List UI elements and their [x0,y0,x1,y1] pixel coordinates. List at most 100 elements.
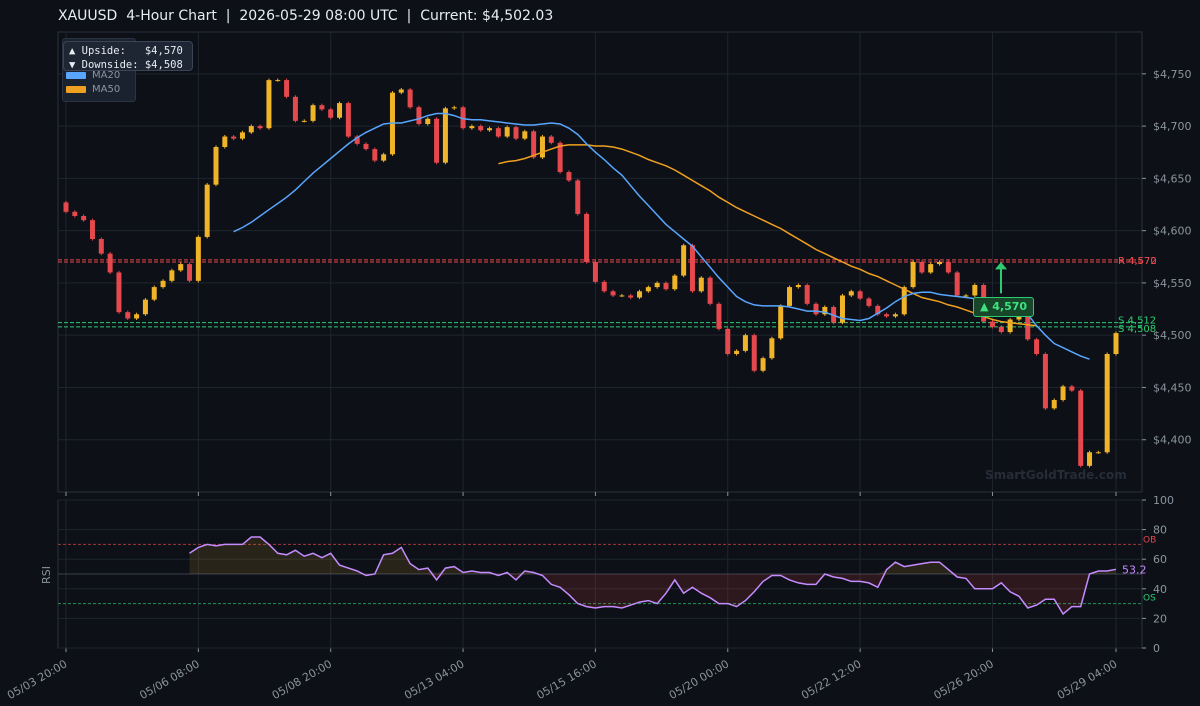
candle-body [72,211,78,216]
candle-body [601,281,607,292]
candle-body [1113,333,1119,354]
price-y-tick-label: $4,750 [1153,68,1192,81]
candle-body [963,295,969,297]
candle-body [451,107,457,109]
candle-body [442,108,448,163]
candle-body [742,335,748,351]
candle-body [231,136,237,139]
ma50-legend-label: MA50 [92,84,121,95]
x-tick-label: 05/06 08:00 [137,657,201,702]
resistance-label: R 4,572 [1118,256,1157,267]
candle-body [487,128,493,131]
rsi-y-tick-label: 100 [1153,494,1174,507]
support-label: S 4,508 [1118,324,1156,335]
candle-body [892,314,898,317]
candle-body [1042,354,1048,409]
candle-body [319,105,325,110]
candle-body [469,126,475,129]
candle-body [619,295,625,297]
x-tick-label: 05/29 04:00 [1055,657,1119,702]
downside-text: ▼ Downside: $4,508 [69,59,183,71]
candle-body [972,285,978,296]
candle-body [734,350,740,354]
target-badge: ▲ 4,570 [973,297,1035,317]
candle-body [645,287,651,292]
ma50-swatch [66,85,86,93]
candle-body [839,295,845,323]
x-tick-label: 05/13 04:00 [402,657,466,702]
candle-body [98,239,104,254]
candle-body [354,136,360,144]
candle-body [187,264,193,281]
candle-body [398,89,404,93]
rsi-ob-label: OB [1143,535,1156,545]
rsi-fill-above [189,537,1116,574]
candle-body [884,314,890,317]
candle-body [63,202,69,212]
candle-body [407,89,413,108]
candle-body [557,142,563,173]
candle-body [857,291,863,299]
candle-body [804,285,810,304]
candle-body [945,262,951,273]
candle-body [151,287,157,300]
candle-body [637,291,643,298]
candle-body [592,262,598,282]
candle-body [584,213,590,262]
candle-body [504,127,510,137]
candle-body [495,128,501,137]
candle-body [1051,400,1057,409]
candle-body [522,131,528,139]
legend-item-ma50: MA50 [66,84,120,95]
candle-body [901,287,907,315]
candle-body [513,127,519,139]
candle-body [363,143,369,150]
support-label: S 4,512 [1118,316,1156,327]
legend-item-ma20: MA20 [66,70,120,81]
rsi-os-label: OS [1143,594,1156,604]
candle-body [381,154,387,161]
rsi-panel: 05/03 20:00 05/06 08:00 05/08 20:00 05/13 0… [5,494,1174,702]
candle-body [866,298,872,306]
price-panel: $4,400 $4,450 $4,500 $4,550 $4,600 $4,650 $4,7… [57,31,1192,496]
candle-body [248,126,254,133]
candle-body [998,326,1004,333]
candle-body [575,180,581,214]
candle-body [681,245,687,276]
candle-body [160,280,166,288]
price-y-tick-label: $4,550 [1153,277,1192,290]
x-tick-label: 05/26 20:00 [932,657,996,702]
candle-body [928,264,934,273]
candle-body [654,282,660,288]
candle-body [1104,354,1110,453]
candle-body [787,287,793,306]
rsi-last-value: 53.2 [1122,563,1147,576]
ma20-line [233,112,1090,360]
candle-body [689,245,695,292]
candle-body [875,305,881,315]
candle-body [778,305,784,339]
candle-body [284,80,290,97]
candle-body [698,277,704,292]
ma20-legend-label: MA20 [92,70,121,81]
candle-body [1087,452,1093,466]
ma50-line [498,144,1037,327]
candle-body [672,275,678,290]
candle-body [531,131,537,158]
candle-body [539,136,545,158]
candle-body [213,147,219,185]
candle-body [434,118,440,163]
price-y-tick-label: $4,700 [1153,120,1192,133]
candle-body [725,328,731,354]
candle-body [292,96,298,121]
candle-body [954,272,960,296]
x-tick-label: 05/15 16:00 [534,657,598,702]
candle-body [125,312,131,319]
candle-body [116,272,122,313]
candle-body [760,358,766,371]
target-arrow-head [995,262,1007,270]
ma20-swatch [66,71,86,79]
candle-body [548,136,554,143]
x-tick-label: 05/20 00:00 [667,657,731,702]
